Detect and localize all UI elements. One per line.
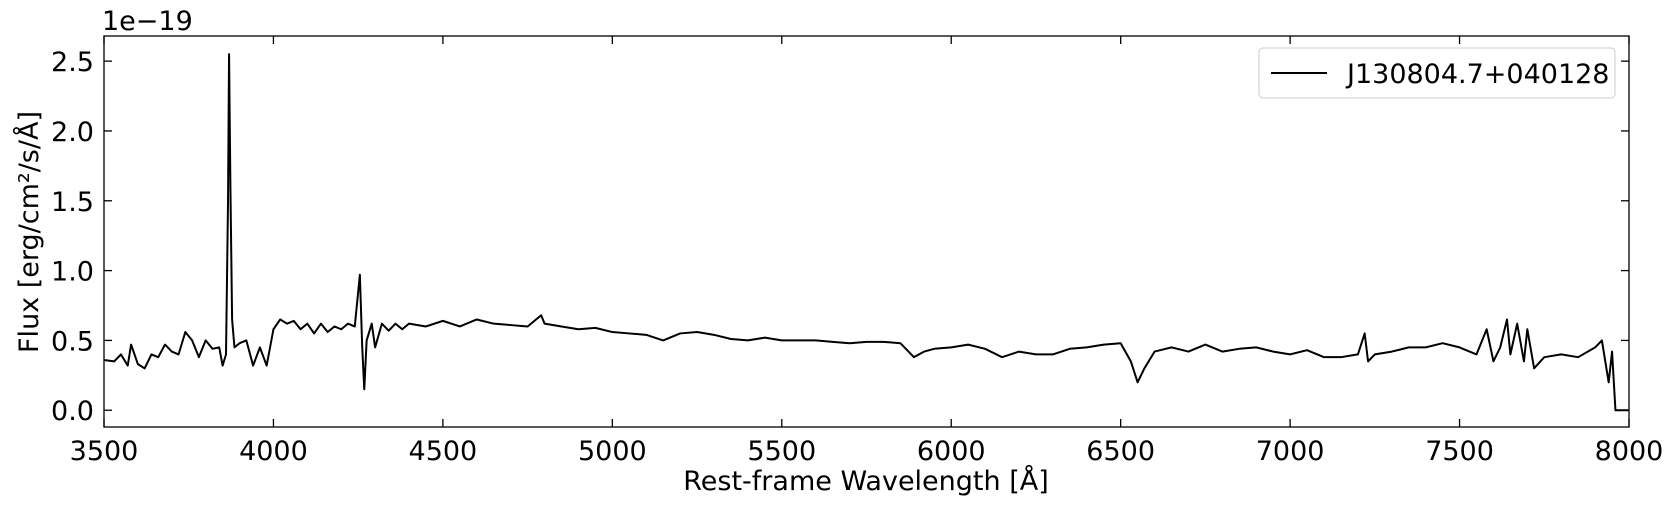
x-tick-label: 7000 — [1256, 436, 1325, 467]
y-tick-label: 2.5 — [51, 47, 94, 78]
y-tick-label: 0.5 — [51, 326, 94, 357]
x-tick-label: 6000 — [917, 436, 986, 467]
x-tick-label: 4000 — [239, 436, 308, 467]
legend-box — [1258, 47, 1616, 99]
legend-label: J130804.7+040128 — [1345, 59, 1610, 90]
y-axis-label: Flux [erg/cm²/s/Å] — [13, 111, 45, 353]
spectrum-line — [103, 53, 1629, 412]
x-tick-label: 3500 — [70, 436, 139, 467]
plot-frame — [103, 35, 1630, 428]
x-tick-label: 7500 — [1425, 436, 1494, 467]
x-tick-label: 8000 — [1595, 436, 1664, 467]
x-tick-label: 4500 — [409, 436, 478, 467]
y-tick-label: 0.0 — [51, 396, 94, 427]
offset-label: 1e−19 — [102, 6, 193, 37]
x-tick-label: 5500 — [747, 436, 816, 467]
y-tick-label: 2.0 — [51, 117, 94, 148]
x-axis-label: Rest-frame Wavelength [Å] — [683, 465, 1049, 497]
x-tick-label: 5000 — [578, 436, 647, 467]
y-tick-label: 1.5 — [51, 187, 94, 218]
x-tick-label: 6500 — [1086, 436, 1155, 467]
y-tick-label: 1.0 — [51, 257, 94, 288]
